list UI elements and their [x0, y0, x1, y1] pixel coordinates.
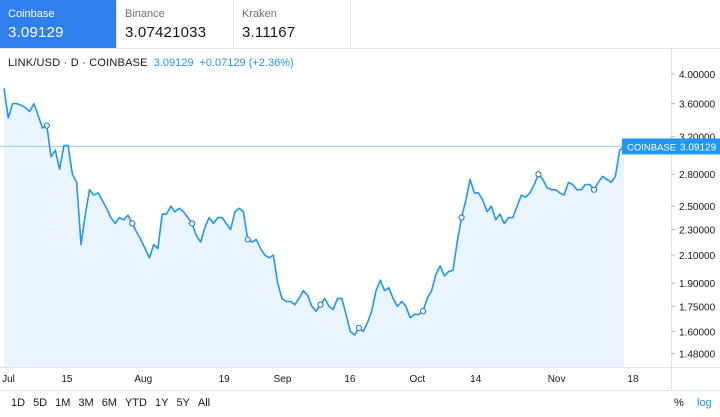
- chart-legend: LINK/USD · D · COINBASE 3.09129 +0.07129…: [8, 57, 294, 69]
- range-all[interactable]: All: [197, 397, 211, 409]
- series-marker: [355, 324, 362, 332]
- x-tick-label: Jul: [2, 374, 15, 385]
- tabs-divider: [0, 48, 720, 49]
- price-chart[interactable]: 4.00000 3.60000 3.20000 2.80000 2.50000 2.300…: [0, 49, 720, 390]
- tab-exchange-name: Kraken: [242, 8, 277, 20]
- series-marker: [244, 236, 251, 243]
- y-tick-label: 1.90000: [679, 279, 716, 290]
- series-marker: [317, 301, 324, 308]
- percent-scale-button[interactable]: %: [674, 397, 684, 409]
- legend-change: +0.07129 (+2.36%): [199, 57, 294, 69]
- tab-kraken[interactable]: Kraken 3.11167: [234, 0, 351, 48]
- y-tick-label: 1.60000: [679, 327, 716, 338]
- last-price-label-box: [622, 138, 720, 155]
- series-marker: [590, 186, 598, 193]
- legend-price: 3.09129: [153, 57, 194, 69]
- range-5y[interactable]: 5Y: [176, 397, 190, 409]
- x-tick-label: 19: [219, 374, 231, 385]
- range-buttons: 1D 5D 1M 3M 6M YTD 1Y 5Y All: [7, 397, 214, 409]
- range-1m[interactable]: 1M: [55, 397, 71, 409]
- x-tick-label: Sep: [274, 374, 292, 385]
- legend-symbol: LINK/USD · D · COINBASE: [8, 57, 148, 69]
- y-tick-label: 2.80000: [679, 170, 716, 181]
- tab-price: 3.07421033: [125, 24, 207, 41]
- range-1y[interactable]: 1Y: [154, 397, 169, 409]
- y-tick-label: 2.30000: [679, 226, 716, 237]
- tab-price: 3.11167: [242, 24, 296, 41]
- x-tick-label: 16: [344, 374, 356, 385]
- price-line: [3, 88, 625, 336]
- series-marker: [458, 214, 465, 221]
- series-marker: [419, 308, 427, 315]
- tab-exchange-name: Binance: [125, 8, 165, 20]
- series-marker: [129, 220, 136, 227]
- y-tick-label: 3.20000: [679, 133, 716, 144]
- y-tick-label: 4.00000: [679, 70, 716, 81]
- last-price-exchange-label: COINBASE: [627, 142, 676, 153]
- y-tick-label: 1.75000: [679, 302, 716, 313]
- range-1d[interactable]: 1D: [11, 397, 26, 409]
- y-tick-label: 2.10000: [679, 251, 716, 262]
- tab-exchange-name: Coinbase: [8, 8, 55, 20]
- series-marker: [189, 220, 196, 227]
- y-tick-label: 2.50000: [679, 202, 716, 213]
- tab-price: 3.09129: [8, 24, 64, 41]
- x-tick-label: Aug: [134, 374, 152, 385]
- series-marker: [43, 122, 50, 129]
- range-3m[interactable]: 3M: [78, 397, 94, 409]
- y-tick-label: 1.48000: [679, 349, 716, 360]
- bottom-toolbar: 1D 5D 1M 3M 6M YTD 1Y 5Y All % log: [0, 390, 720, 417]
- series-marker: [535, 171, 542, 178]
- x-tick-label: 15: [61, 374, 73, 385]
- tab-binance[interactable]: Binance 3.07421033: [117, 0, 234, 48]
- range-6m[interactable]: 6M: [101, 397, 117, 409]
- y-tick-label: 3.60000: [679, 100, 716, 111]
- price-area-fill: [4, 88, 624, 368]
- x-tick-label: Nov: [548, 374, 566, 385]
- range-5d[interactable]: 5D: [33, 397, 48, 409]
- last-price-value-label: 3.09129: [680, 142, 717, 153]
- x-tick-label: Oct: [410, 374, 426, 385]
- x-tick-label: 18: [627, 374, 639, 385]
- tab-coinbase[interactable]: Coinbase 3.09129: [0, 0, 117, 48]
- range-ytd[interactable]: YTD: [124, 397, 147, 409]
- x-tick-label: 14: [470, 374, 482, 385]
- exchange-tabs: Coinbase 3.09129 Binance 3.07421033 Krak…: [0, 0, 351, 48]
- log-scale-button[interactable]: log: [697, 397, 712, 409]
